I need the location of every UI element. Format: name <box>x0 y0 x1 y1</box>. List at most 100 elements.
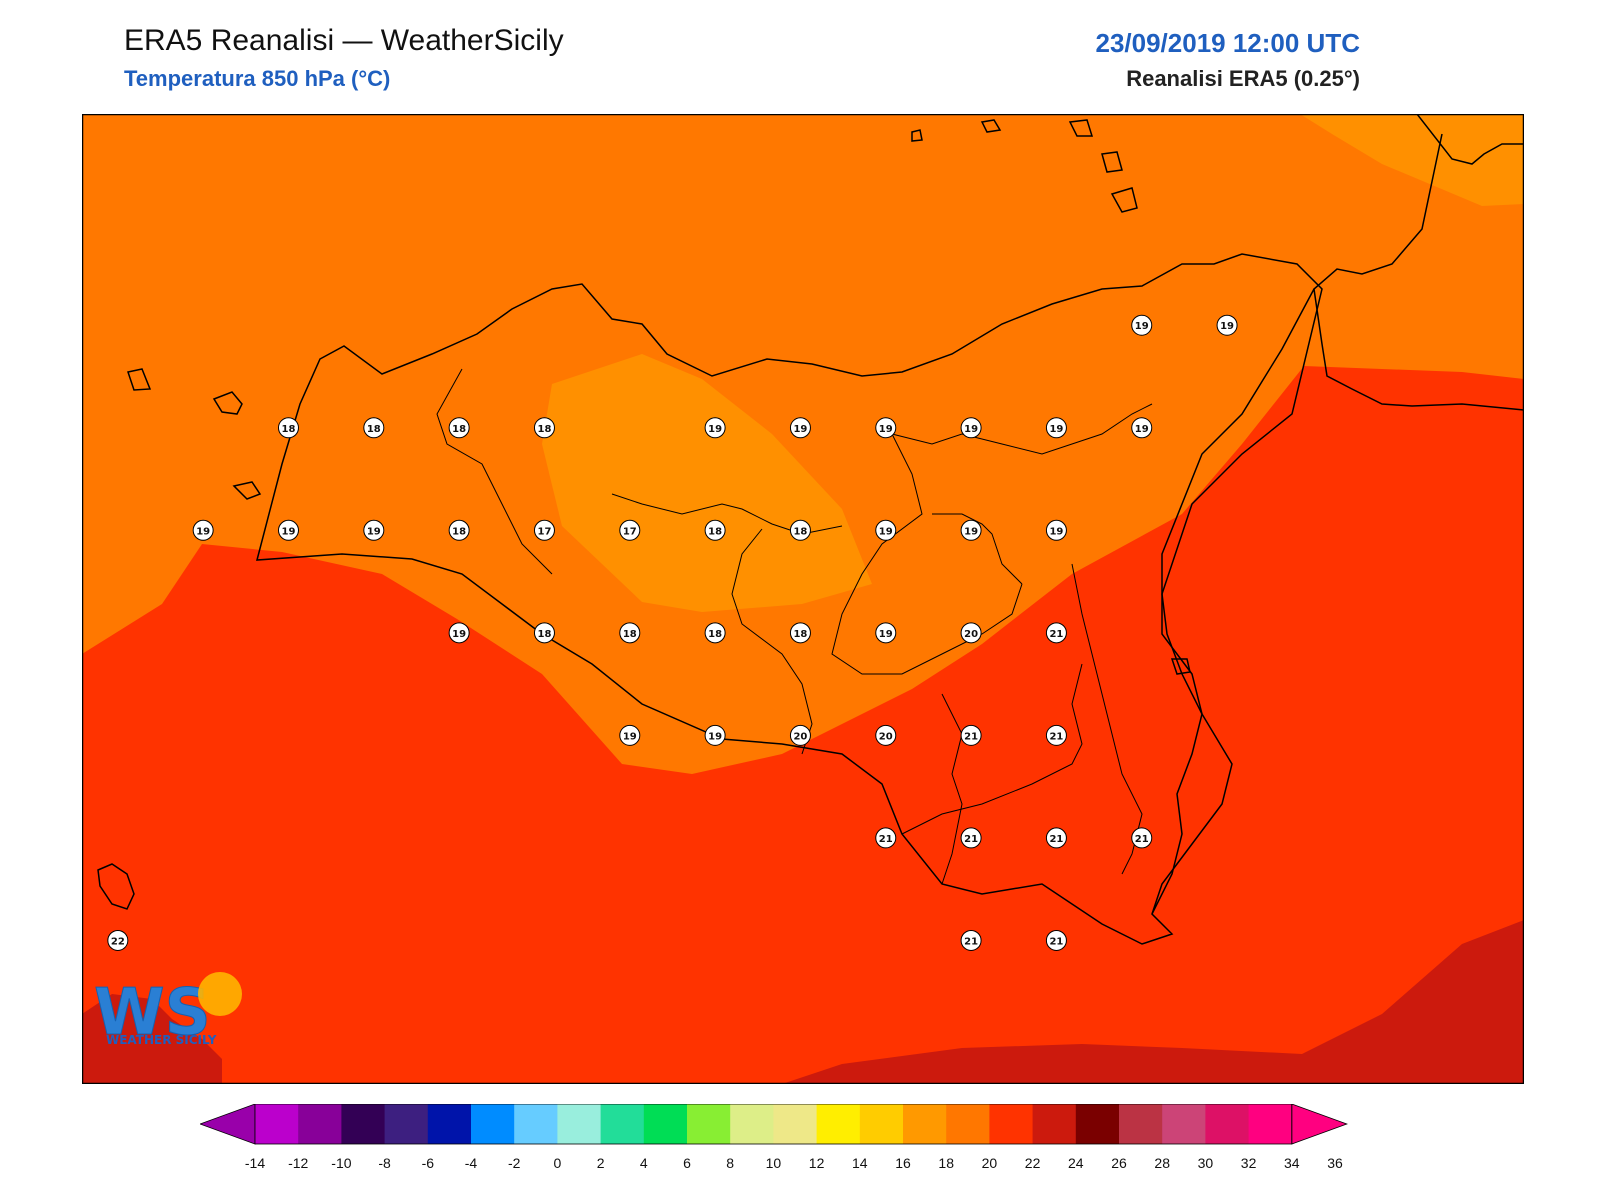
station-value: 21 <box>1049 731 1063 742</box>
station-circle <box>875 622 897 644</box>
station-value: 19 <box>1049 424 1063 435</box>
station-marker: 18 <box>363 417 385 439</box>
colorbar-tick-label: -12 <box>288 1155 308 1171</box>
colorbar-over-arrow <box>1291 1104 1348 1145</box>
station-circle <box>1131 417 1153 439</box>
station-value: 17 <box>623 526 637 537</box>
colorbar-swatch <box>1248 1104 1293 1144</box>
logo-letters: WS <box>94 976 211 1050</box>
station-circle <box>277 519 299 541</box>
station-marker: 19 <box>1131 314 1153 336</box>
colorbar-tick-label: 10 <box>766 1155 782 1171</box>
station-marker: 18 <box>619 622 641 644</box>
station-marker: 19 <box>960 417 982 439</box>
colorbar-tick-label: -4 <box>465 1155 478 1171</box>
station-value: 19 <box>282 526 296 537</box>
station-value: 19 <box>452 629 466 640</box>
station-circle <box>960 417 982 439</box>
colorbar-tick-label: -2 <box>508 1155 521 1171</box>
station-marker: 18 <box>789 519 811 541</box>
station-circle <box>192 519 214 541</box>
colorbar-swatch <box>471 1104 515 1144</box>
station-marker: 21 <box>960 724 982 746</box>
station-value: 19 <box>623 731 637 742</box>
station-circle <box>1045 724 1067 746</box>
colorbar-swatch <box>255 1104 299 1144</box>
station-value: 18 <box>708 526 722 537</box>
colorbar-swatch <box>816 1104 861 1144</box>
station-value: 18 <box>708 629 722 640</box>
field-16-18-central <box>542 354 872 612</box>
colorbar-tick-label: 36 <box>1327 1155 1343 1171</box>
station-circle <box>1045 519 1067 541</box>
station-circle <box>619 724 641 746</box>
colorbar-swatch <box>557 1104 602 1144</box>
station-value: 19 <box>708 424 722 435</box>
station-marker: 18 <box>448 417 470 439</box>
sun-icon <box>198 972 242 1016</box>
station-circle <box>533 622 555 644</box>
colorbar-swatch <box>600 1104 645 1144</box>
colorbar-swatch <box>298 1104 342 1144</box>
station-marker: 20 <box>789 724 811 746</box>
station-value: 18 <box>793 629 807 640</box>
station-value: 21 <box>1135 834 1149 845</box>
colorbar-tick-label: 26 <box>1111 1155 1127 1171</box>
station-circle <box>1045 417 1067 439</box>
station-value: 19 <box>196 526 210 537</box>
colorbar-tick-label: -8 <box>378 1155 391 1171</box>
station-circle <box>960 519 982 541</box>
station-value: 18 <box>282 424 296 435</box>
colorbar-tick-label: 14 <box>852 1155 868 1171</box>
small-islands <box>97 119 1191 910</box>
station-circle <box>875 827 897 849</box>
station-circle <box>277 417 299 439</box>
colorbar-swatch <box>1119 1104 1163 1144</box>
station-circle <box>960 724 982 746</box>
temperature-map: 18 18 18 18 19 19 19 19 19 19 19 19 19 19 19 18 17 17 18 18… <box>82 114 1524 1084</box>
station-marker: 17 <box>619 519 641 541</box>
colorbar-swatch <box>427 1104 472 1144</box>
station-marker: 18 <box>533 417 555 439</box>
colorbar-tick-label: -6 <box>422 1155 435 1171</box>
field-22-24-south <box>782 920 1524 1084</box>
colorbar-swatch <box>341 1104 386 1144</box>
station-marker: 21 <box>1045 929 1067 951</box>
station-circle <box>1216 314 1238 336</box>
station-circle <box>789 622 811 644</box>
station-value: 21 <box>1049 936 1063 947</box>
station-value: 19 <box>367 526 381 537</box>
station-marker: 20 <box>960 622 982 644</box>
station-circle <box>448 622 470 644</box>
station-value: 18 <box>623 629 637 640</box>
station-value: 21 <box>1049 834 1063 845</box>
station-circle <box>533 417 555 439</box>
field-20-22 <box>82 366 1524 1084</box>
data-source: Reanalisi ERA5 (0.25°) <box>1126 66 1360 91</box>
temperature-colorbar: -14 -12 -10 -8 -6 -4 -2 0 2 4 6 8 10 12 14 16 18 20 22 24 26… <box>200 1104 1348 1171</box>
station-value: 19 <box>793 424 807 435</box>
station-marker: 19 <box>704 724 726 746</box>
station-circle <box>875 724 897 746</box>
station-circle <box>1131 314 1153 336</box>
colorbar-swatch <box>773 1104 818 1144</box>
station-marker: 21 <box>875 827 897 849</box>
station-circle <box>619 622 641 644</box>
station-marker: 19 <box>704 417 726 439</box>
station-circle <box>533 519 555 541</box>
colorbar-under-arrow <box>200 1104 256 1145</box>
station-value: 20 <box>879 731 893 742</box>
station-marker: 19 <box>875 622 897 644</box>
station-marker: 19 <box>1045 519 1067 541</box>
station-value: 18 <box>452 424 466 435</box>
station-value: 21 <box>964 936 978 947</box>
station-value: 21 <box>964 834 978 845</box>
station-value: 18 <box>793 526 807 537</box>
colorbar-swatch <box>1075 1104 1120 1144</box>
colorbar-tick-label: 22 <box>1025 1155 1041 1171</box>
station-circle <box>875 417 897 439</box>
station-marker: 19 <box>875 519 897 541</box>
station-marker: 21 <box>1131 827 1153 849</box>
station-value: 21 <box>879 834 893 845</box>
coastline <box>256 253 1323 945</box>
